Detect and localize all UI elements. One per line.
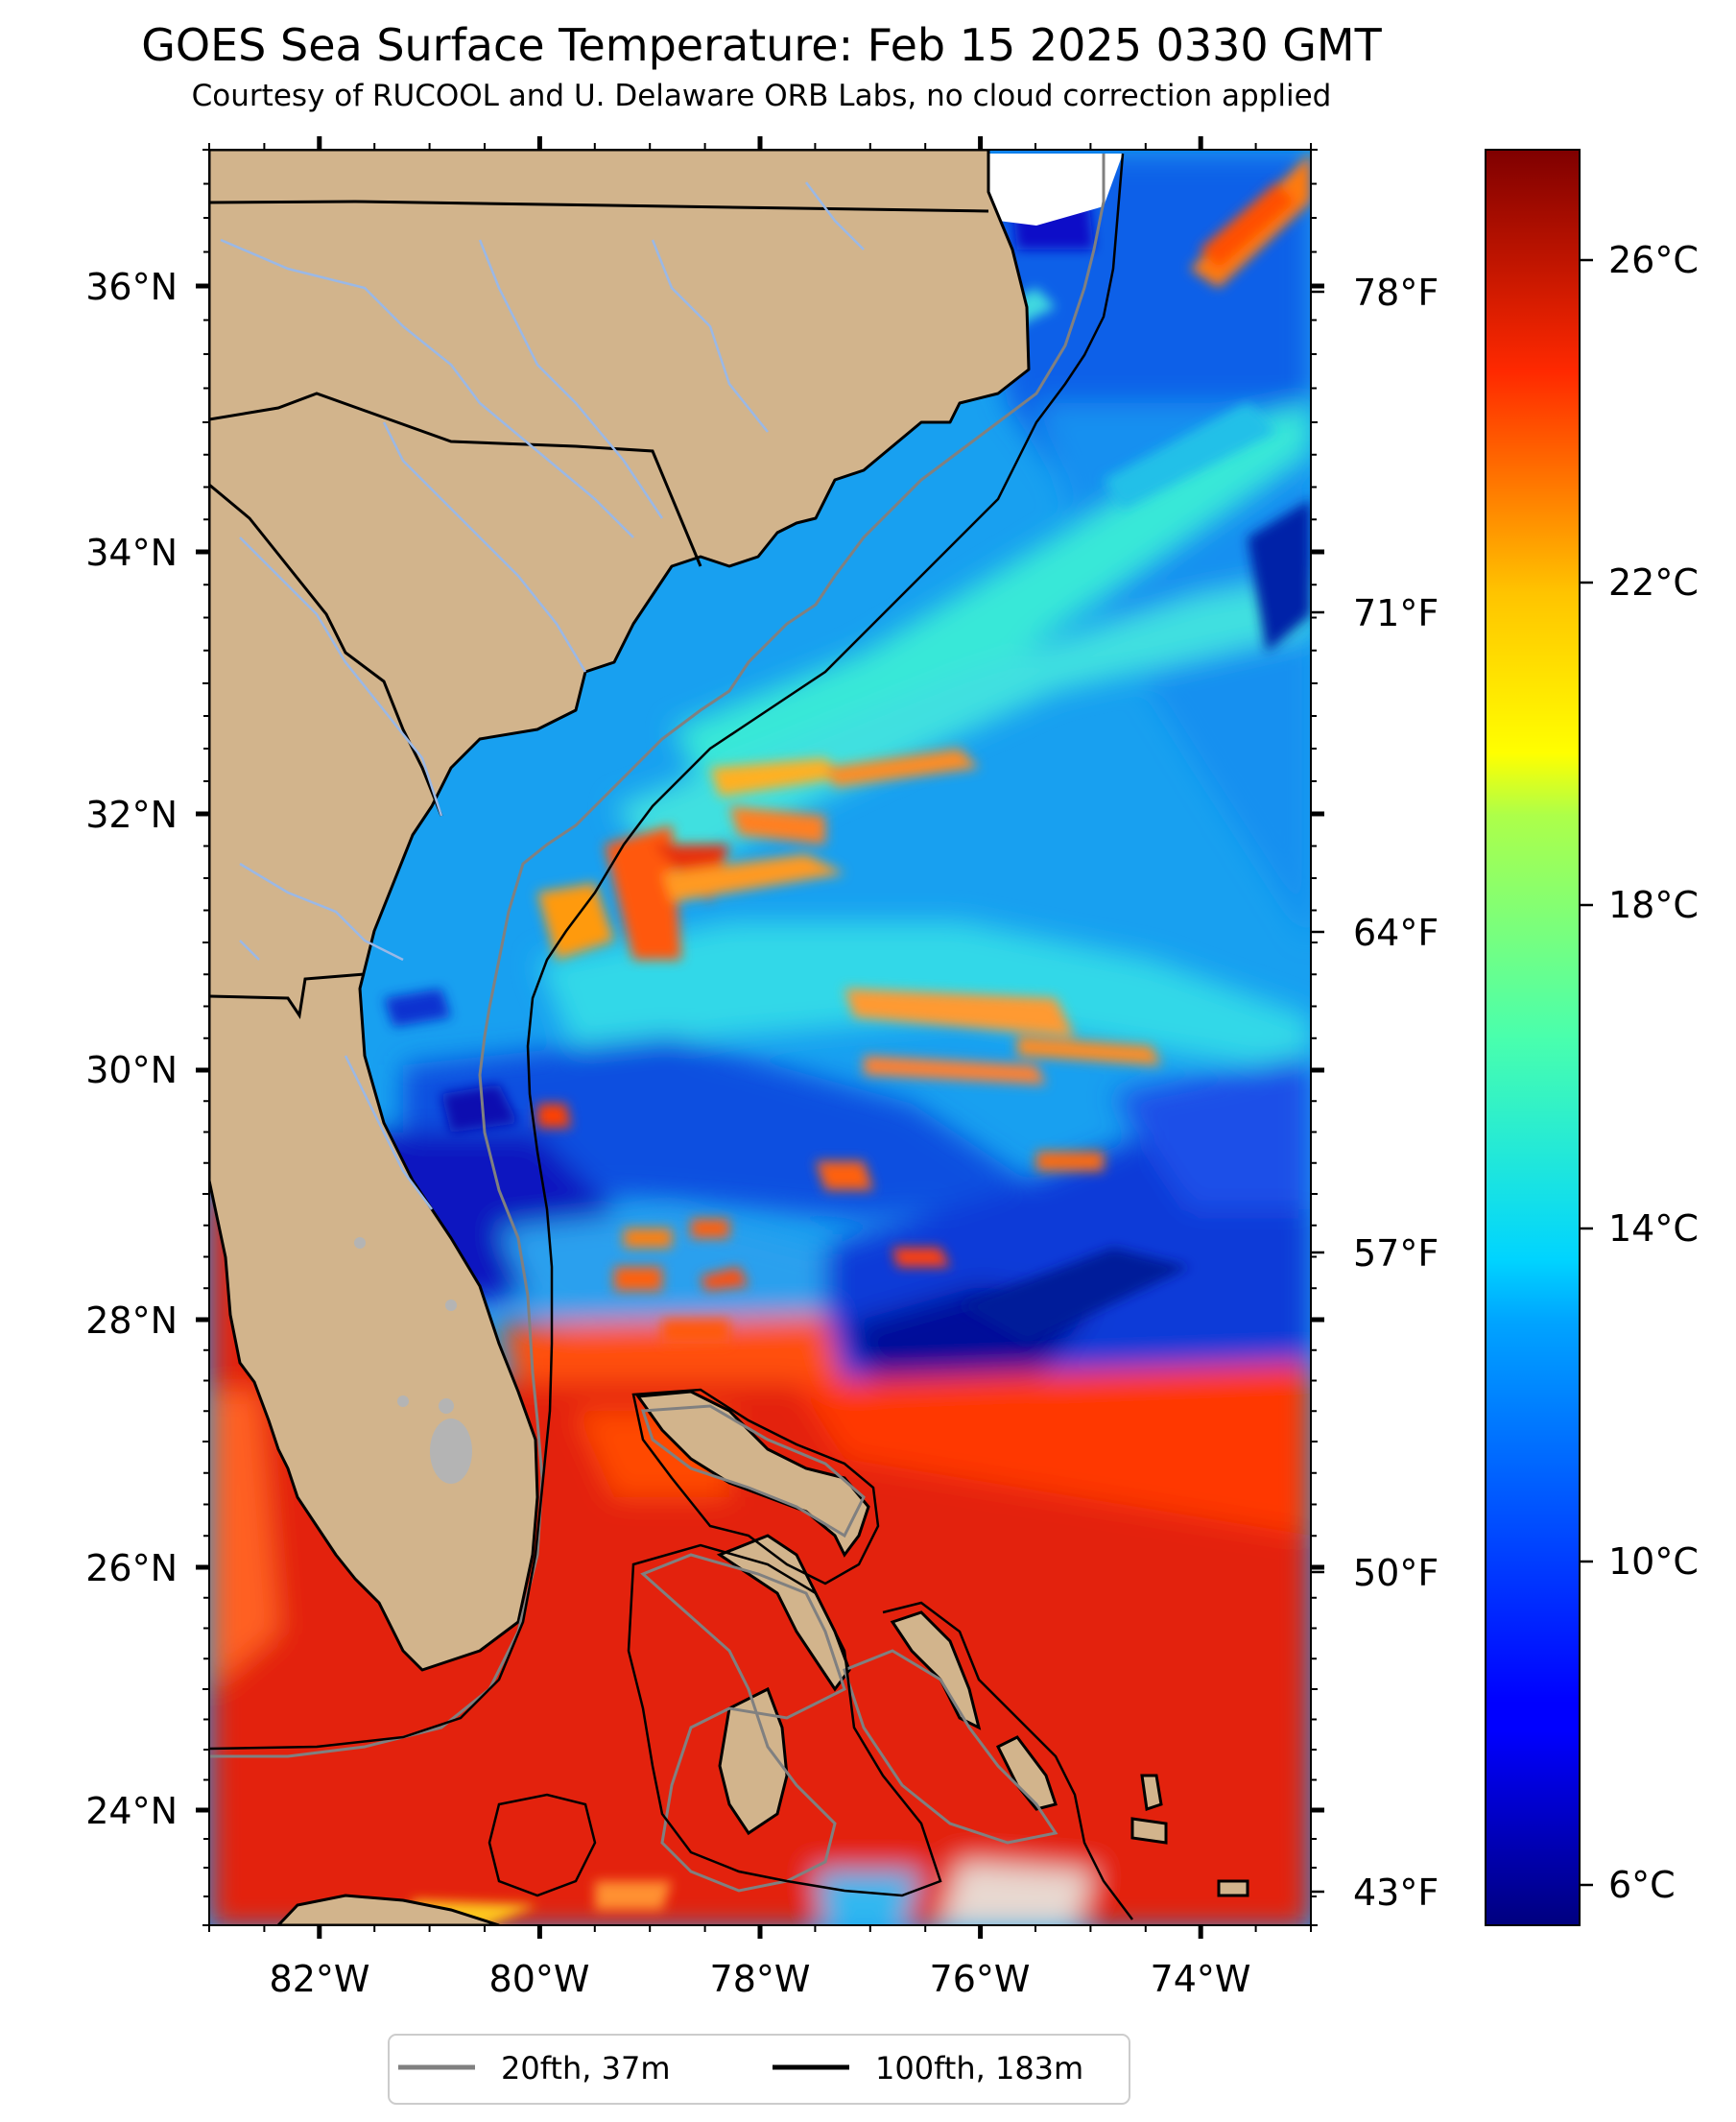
- colorbar-label-22c: 22°C: [1608, 561, 1699, 604]
- map-subtitle: Courtesy of RUCOOL and U. Delaware ORB L…: [191, 79, 1332, 113]
- colorbar-label-18c: 18°C: [1608, 884, 1699, 926]
- rivers: [220, 181, 865, 1210]
- fahrenheit-label-71f: 71°F: [1353, 592, 1439, 634]
- colorbar-label-10c: 10°C: [1608, 1540, 1699, 1583]
- lon-label-76w: 76°W: [930, 1958, 1031, 2000]
- lat-label-32n: 32°N: [85, 794, 178, 836]
- lon-label-74w: 74°W: [1151, 1958, 1251, 2000]
- lat-label-28n: 28°N: [85, 1299, 178, 1342]
- colorbar-label-14c: 14°C: [1608, 1207, 1699, 1250]
- isobath-100fth: [209, 153, 1133, 1920]
- minor-ticks: [202, 143, 1318, 1932]
- legend-box: [388, 2034, 1130, 2105]
- fahrenheit-label-43f: 43°F: [1353, 1872, 1439, 1914]
- fahrenheit-label-78f: 78°F: [1353, 272, 1439, 314]
- colorbar-label-26c: 26°C: [1608, 239, 1699, 281]
- major-ticks: [196, 136, 1324, 1939]
- colorbar-ticks: [1580, 258, 1593, 1887]
- lon-label-80w: 80°W: [489, 1958, 590, 2000]
- legend: 20fth, 37m 100fth, 183m: [388, 2034, 1130, 2105]
- colorbar: [1485, 149, 1581, 1926]
- lon-label-78w: 78°W: [710, 1958, 811, 2000]
- fahrenheit-label-64f: 64°F: [1353, 912, 1439, 954]
- sst-map-area: [209, 150, 1311, 1925]
- fahrenheit-ticks: [1311, 290, 1324, 1894]
- legend-label-100fth: 100fth, 183m: [875, 2050, 1083, 2086]
- lake-okeechobee: [430, 1419, 472, 1484]
- state-borders: [209, 200, 989, 1020]
- lat-label-26n: 26°N: [85, 1547, 178, 1589]
- colorbar-label-6c: 6°C: [1608, 1864, 1676, 1906]
- lat-label-24n: 24°N: [85, 1790, 178, 1832]
- fahrenheit-label-57f: 57°F: [1353, 1232, 1439, 1275]
- lat-label-36n: 36°N: [85, 266, 178, 308]
- lat-label-30n: 30°N: [85, 1049, 178, 1091]
- map-title: GOES Sea Surface Temperature: Feb 15 202…: [141, 19, 1382, 71]
- lon-label-82w: 82°W: [270, 1958, 370, 2000]
- lat-label-34n: 34°N: [85, 532, 178, 574]
- no-data-region: [979, 154, 1123, 226]
- fahrenheit-label-50f: 50°F: [1353, 1552, 1439, 1594]
- legend-label-20fth: 20fth, 37m: [501, 2050, 670, 2086]
